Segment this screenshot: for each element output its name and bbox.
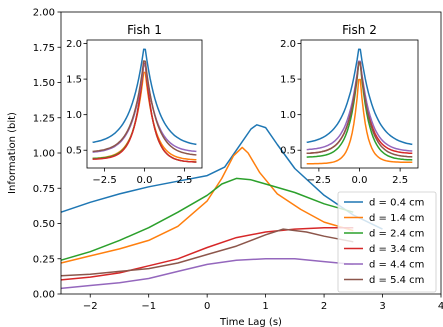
- inset-title: Fish 2: [342, 23, 377, 37]
- y-tick-label: 0.50: [33, 219, 55, 230]
- inset-series-line-6: [306, 61, 413, 158]
- inset-y-tick-label: 2.0: [66, 39, 82, 50]
- legend-label: d = 3.4 cm: [369, 244, 424, 255]
- series-line-4: [60, 226, 354, 281]
- inset-y-tick-label: 0.5: [66, 146, 82, 157]
- inset-x-tick-label: 0.0: [352, 175, 368, 186]
- y-tick-label: 1.50: [33, 78, 55, 89]
- inset-y-tick-label: 0.5: [280, 146, 296, 157]
- legend-label: d = 5.4 cm: [369, 275, 424, 286]
- inset-y-tick-label: 1.0: [280, 110, 296, 121]
- x-tick-label: 1: [262, 301, 268, 312]
- inset-fish-2: −2.5 0.0 2.5 0.5 1.0 1.5 2.0 Fish 2: [280, 23, 419, 186]
- inset-background: [87, 40, 202, 168]
- x-tick-label: 2: [321, 301, 327, 312]
- inset-x-tick-label: −2.5: [92, 175, 116, 186]
- series-line-5: [60, 258, 354, 290]
- x-tick-label: 3: [379, 301, 385, 312]
- main-axes: −2 −1 0 1 2 3 4 0.00 0.25 0.50 0.75 1.00 1.25 1.50 1.7…: [7, 8, 443, 327]
- inset-x-tick-label: 2.5: [392, 175, 408, 186]
- legend-label: d = 1.4 cm: [369, 213, 424, 224]
- legend-label: d = 2.4 cm: [369, 229, 424, 240]
- inset-series-line-5: [306, 60, 413, 152]
- inset-series-line-2: [306, 78, 413, 165]
- y-tick-label: 2.00: [33, 8, 55, 19]
- y-tick-label: 1.00: [33, 149, 55, 160]
- series-line-2: [60, 146, 354, 264]
- legend-label: d = 4.4 cm: [369, 260, 424, 271]
- inset-title: Fish 1: [127, 23, 162, 37]
- inset-y-tick-label: 2.0: [280, 39, 296, 50]
- series-line-1: [60, 124, 383, 230]
- inset-x-tick-label: −2.5: [307, 175, 331, 186]
- inset-y-tick-label: 1.5: [280, 75, 296, 86]
- y-tick-label: 0.00: [33, 290, 55, 301]
- legend: d = 0.4 cm d = 1.4 cm d = 2.4 cm d = 3.4 cm…: [337, 191, 437, 293]
- legend-label: d = 0.4 cm: [369, 198, 424, 209]
- inset-series-line-6: [92, 60, 197, 156]
- y-tick-label: 0.25: [33, 254, 55, 265]
- inset-series-line-3: [306, 62, 413, 161]
- y-axis-label: Information (bit): [7, 112, 18, 194]
- x-tick-label: −2: [83, 301, 98, 312]
- series-line-3: [60, 177, 354, 261]
- y-tick-label: 0.75: [33, 184, 55, 195]
- inset-y-tick-label: 1.0: [66, 110, 82, 121]
- inset-series-line-1: [306, 48, 413, 146]
- inset-x-tick-label: 2.5: [176, 175, 192, 186]
- inset-series-line-4: [92, 62, 197, 163]
- inset-fish-1: −2.5 0.0 2.5 0.5 1.0 1.5 2.0 Fish 1: [66, 23, 203, 186]
- series-line-6: [60, 228, 354, 277]
- y-tick-label: 1.75: [33, 43, 55, 54]
- x-tick-label: −1: [141, 301, 156, 312]
- y-tick-label: 1.25: [33, 113, 55, 124]
- inset-y-tick-label: 1.5: [66, 75, 82, 86]
- x-tick-label: 0: [204, 301, 210, 312]
- x-axis-label: Time Lag (s): [219, 317, 282, 327]
- inset-x-tick-label: 0.0: [137, 175, 153, 186]
- inset-series-line-1: [92, 48, 197, 146]
- x-tick-label: 4: [438, 301, 443, 312]
